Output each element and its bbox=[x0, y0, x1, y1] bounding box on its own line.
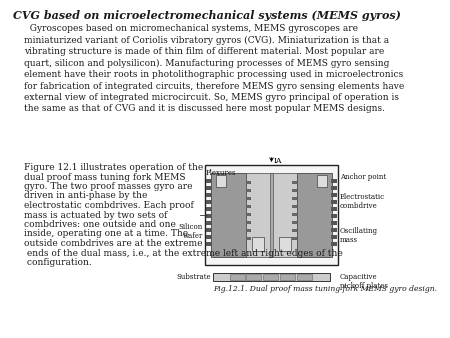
Text: CVG based on microelectromechanical systems (MEMS gyros): CVG based on microelectromechanical syst… bbox=[14, 10, 401, 21]
Text: IA: IA bbox=[273, 157, 282, 165]
Text: Oscillating
mass: Oscillating mass bbox=[340, 227, 378, 244]
Bar bbox=[246, 205, 252, 208]
Bar bbox=[270, 173, 273, 257]
Text: Figure 12.1 illustrates operation of the: Figure 12.1 illustrates operation of the bbox=[24, 163, 203, 172]
Bar bbox=[292, 205, 297, 208]
Text: gyro. The two proof masses gyro are: gyro. The two proof masses gyro are bbox=[24, 182, 192, 191]
Text: Electrostatic
combdrive: Electrostatic combdrive bbox=[340, 193, 385, 210]
Text: outside combdrives are at the extreme: outside combdrives are at the extreme bbox=[24, 239, 202, 248]
Bar bbox=[246, 221, 252, 224]
Bar bbox=[331, 214, 338, 217]
Bar bbox=[331, 186, 338, 190]
Bar bbox=[316, 175, 327, 187]
Bar bbox=[331, 193, 338, 196]
Bar bbox=[292, 181, 297, 184]
Bar bbox=[246, 213, 252, 216]
Bar bbox=[206, 214, 212, 217]
Text: Gyroscopes based on micromechanical systems, MEMS gyroscopes are
miniaturized va: Gyroscopes based on micromechanical syst… bbox=[24, 24, 404, 114]
Bar bbox=[331, 221, 338, 224]
Bar bbox=[331, 228, 338, 232]
Text: electrostatic combdrives. Each proof: electrostatic combdrives. Each proof bbox=[24, 201, 194, 210]
Text: Substrate: Substrate bbox=[177, 273, 211, 281]
Text: mass is actuated by two sets of: mass is actuated by two sets of bbox=[24, 211, 167, 219]
Bar bbox=[212, 173, 247, 257]
Text: combdrives: one outside and one: combdrives: one outside and one bbox=[24, 220, 176, 229]
Bar bbox=[246, 197, 252, 200]
Bar bbox=[206, 235, 212, 239]
Bar bbox=[331, 179, 338, 183]
Bar bbox=[206, 193, 212, 196]
Text: driven in anti-phase by the: driven in anti-phase by the bbox=[24, 192, 147, 200]
Text: ends of the dual mass, i.e., at the extreme left and right edges of the: ends of the dual mass, i.e., at the extr… bbox=[24, 248, 342, 258]
Bar bbox=[206, 228, 212, 232]
Bar bbox=[331, 242, 338, 245]
Bar bbox=[206, 179, 212, 183]
Bar bbox=[297, 173, 332, 257]
Text: Capacitive
pickoff plates: Capacitive pickoff plates bbox=[340, 273, 388, 290]
Text: dual proof mass tuning fork MEMS: dual proof mass tuning fork MEMS bbox=[24, 172, 185, 182]
Bar bbox=[206, 221, 212, 224]
Bar bbox=[331, 200, 338, 203]
Text: configuration.: configuration. bbox=[24, 258, 91, 267]
Bar bbox=[213, 273, 330, 281]
Text: Silicon
wafer: Silicon wafer bbox=[179, 223, 203, 240]
Bar bbox=[331, 207, 338, 211]
Bar bbox=[216, 175, 226, 187]
Bar bbox=[297, 274, 311, 280]
Bar bbox=[292, 213, 297, 216]
Bar bbox=[246, 237, 252, 240]
Bar bbox=[246, 229, 252, 232]
Bar bbox=[206, 242, 212, 245]
Bar bbox=[246, 189, 252, 192]
Bar bbox=[292, 197, 297, 200]
Bar bbox=[206, 207, 212, 211]
Text: Fig.12.1. Dual proof mass tuning fork MEMS gyro design.: Fig.12.1. Dual proof mass tuning fork ME… bbox=[213, 285, 437, 293]
Bar bbox=[205, 165, 338, 265]
Bar bbox=[252, 237, 264, 251]
Text: inside, operating one at a time. The: inside, operating one at a time. The bbox=[24, 230, 188, 239]
Bar bbox=[247, 173, 297, 257]
Bar bbox=[292, 221, 297, 224]
Text: Anchor point: Anchor point bbox=[340, 173, 386, 181]
Bar bbox=[247, 274, 261, 280]
Bar bbox=[331, 235, 338, 239]
Bar bbox=[292, 229, 297, 232]
Text: Flexures: Flexures bbox=[206, 169, 236, 177]
Bar bbox=[246, 181, 252, 184]
Bar bbox=[230, 274, 245, 280]
Bar bbox=[206, 200, 212, 203]
Bar bbox=[279, 237, 291, 251]
Bar bbox=[263, 274, 278, 280]
Bar bbox=[280, 274, 295, 280]
Bar bbox=[292, 237, 297, 240]
Bar bbox=[206, 186, 212, 190]
Bar bbox=[292, 189, 297, 192]
